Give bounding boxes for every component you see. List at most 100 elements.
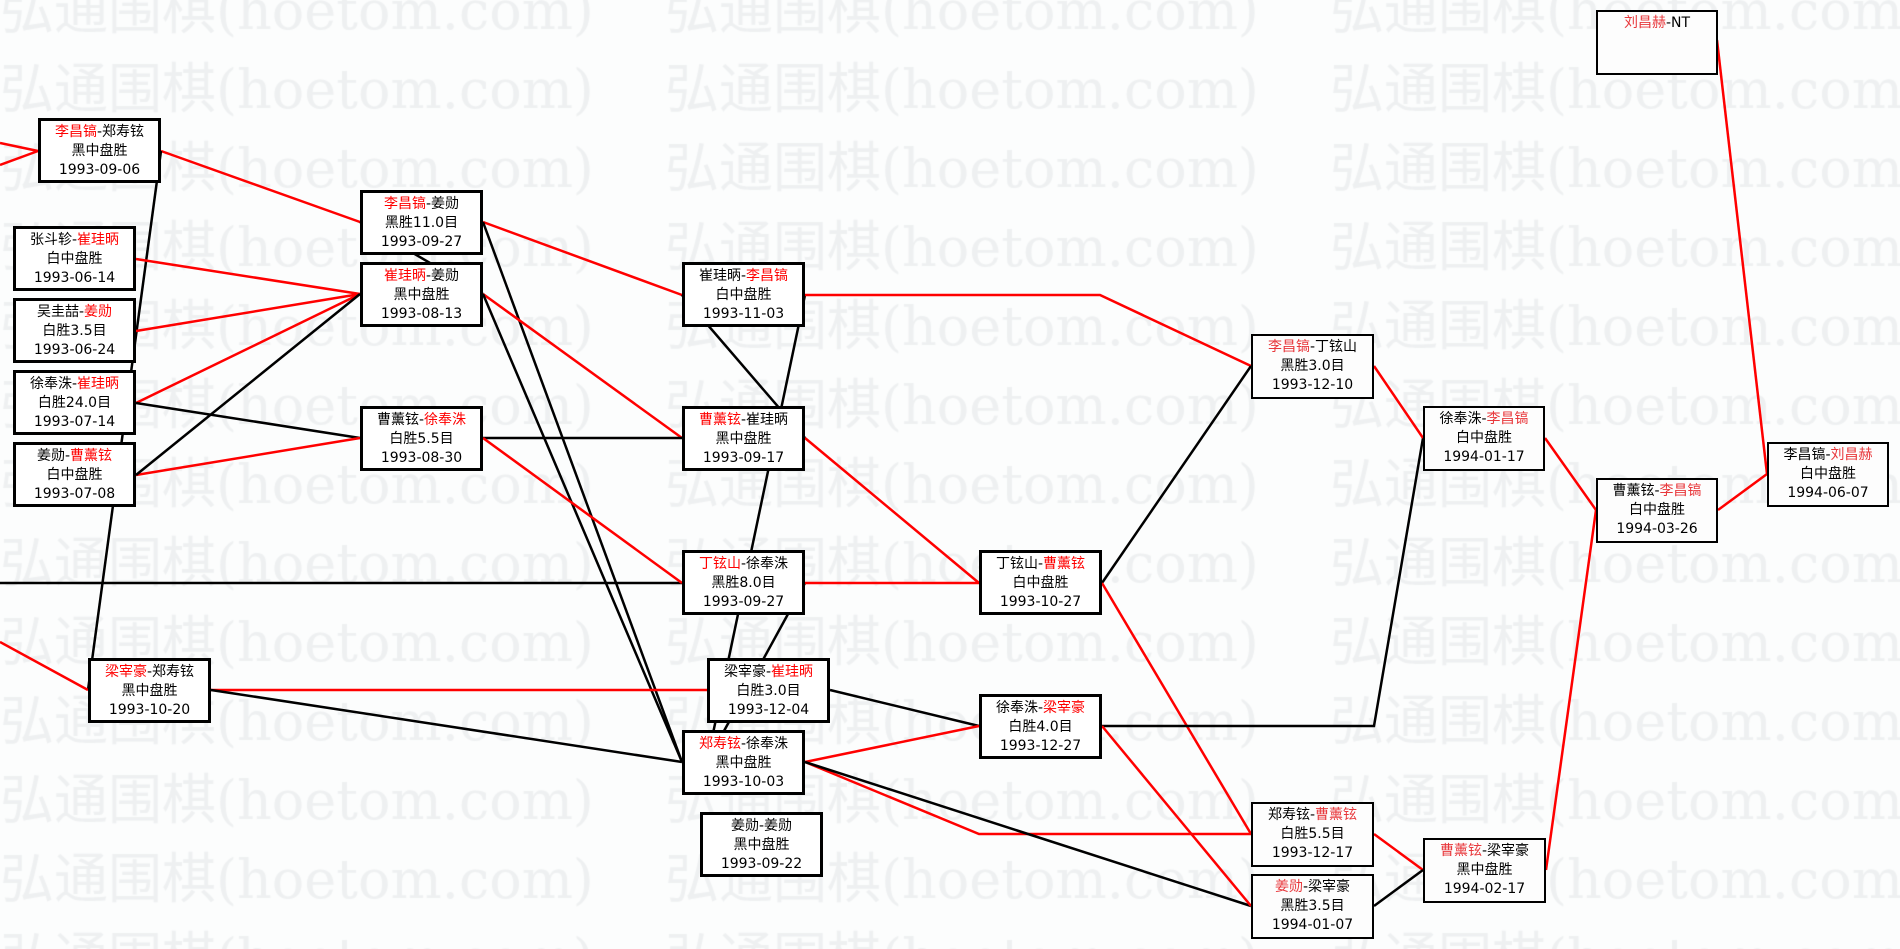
player-white: 梁宰豪 bbox=[1487, 843, 1530, 859]
winner-link bbox=[1717, 472, 1768, 512]
player-black: 梁宰豪 bbox=[723, 664, 766, 680]
game-box[interactable]: 崔珪昞-姜勋 黑中盘胜 1993-08-13 bbox=[360, 262, 483, 327]
game-box[interactable]: 吴圭喆-姜勋 白胜3.5目 1993-06-24 bbox=[13, 298, 136, 363]
players-line: 李昌镐-刘昌赫 bbox=[1769, 446, 1887, 465]
winner-link bbox=[1544, 509, 1598, 871]
game-box[interactable]: 姜勋-梁宰豪 黑胜3.5目 1994-01-07 bbox=[1251, 874, 1374, 939]
game-box[interactable]: 李昌镐-丁铉山 黑胜3.0目 1993-12-10 bbox=[1251, 334, 1374, 399]
winner-link bbox=[135, 257, 361, 296]
game-box[interactable]: 梁宰豪-崔珪昞 白胜3.0目 1993-12-04 bbox=[707, 658, 830, 723]
winner-link bbox=[1715, 39, 1769, 475]
game-box[interactable]: 李昌镐-姜勋 黑胜11.0目 1993-09-27 bbox=[360, 190, 483, 255]
separator: - bbox=[740, 268, 747, 284]
player-black: 梁宰豪 bbox=[104, 664, 147, 680]
winner-link bbox=[804, 760, 1251, 836]
game-box[interactable]: 曹薰铉-梁宰豪 黑中盘胜 1994-02-17 bbox=[1423, 838, 1546, 903]
game-box[interactable]: 曹薰铉-徐奉洙 白胜5.5目 1993-08-30 bbox=[360, 406, 483, 471]
game-box[interactable]: 丁铉山-徐奉洙 黑胜8.0目 1993-09-27 bbox=[682, 550, 805, 615]
players-line: 刘昌赫-NT bbox=[1598, 14, 1716, 33]
player-white: 曹薰铉 bbox=[70, 448, 113, 464]
separator: - bbox=[740, 736, 747, 752]
players-line: 曹薰铉-梁宰豪 bbox=[1425, 842, 1544, 861]
game-box[interactable]: 徐奉洙-崔珪昞 白胜24.0目 1993-07-14 bbox=[13, 370, 136, 435]
separator: - bbox=[765, 664, 772, 680]
winner-link bbox=[804, 724, 980, 764]
player-black: 李昌镐 bbox=[1267, 339, 1310, 355]
game-result: 白胜3.5目 bbox=[42, 323, 107, 339]
player-black: 李昌镐 bbox=[383, 196, 426, 212]
winner-link bbox=[0, 141, 39, 153]
game-date: 1993-11-03 bbox=[702, 306, 785, 322]
game-date: 1994-01-17 bbox=[1443, 449, 1525, 465]
game-box[interactable]: 姜勋-曹薰铉 白中盘胜 1993-07-08 bbox=[13, 442, 136, 507]
players-line: 崔珪昞-李昌镐 bbox=[685, 267, 802, 286]
game-result: 白中盘胜 bbox=[46, 467, 103, 483]
winner-link bbox=[135, 436, 361, 477]
winner-link bbox=[482, 292, 683, 440]
player-white: 徐奉洙 bbox=[424, 412, 467, 428]
game-date: 1993-06-24 bbox=[33, 342, 116, 358]
game-result: 黑中盘胜 bbox=[715, 431, 772, 447]
winner-link bbox=[482, 436, 683, 585]
winner-link bbox=[0, 149, 39, 167]
game-box[interactable]: 丁铉山-曹薰铉 白中盘胜 1993-10-27 bbox=[979, 550, 1102, 615]
separator: - bbox=[146, 664, 153, 680]
loser-link bbox=[804, 760, 1252, 908]
loser-link bbox=[829, 688, 980, 728]
separator: - bbox=[1481, 411, 1487, 427]
game-date: 1994-03-26 bbox=[1616, 521, 1698, 537]
game-result: 白胜3.0目 bbox=[736, 683, 801, 699]
player-black: 曹薰铉 bbox=[376, 412, 419, 428]
players-line: 曹薰铉-徐奉洙 bbox=[363, 411, 480, 430]
player-black: 郑寿铉 bbox=[698, 736, 741, 752]
separator: - bbox=[78, 304, 85, 320]
game-result: 白胜5.5目 bbox=[1280, 826, 1345, 842]
winner-link bbox=[1372, 365, 1425, 439]
game-box[interactable]: 郑寿铉-曹薰铉 白胜5.5目 1993-12-17 bbox=[1251, 802, 1374, 867]
game-box[interactable]: 姜勋-姜勋 黑中盘胜 1993-09-22 bbox=[700, 812, 823, 877]
game-box[interactable]: 曹薰铉-李昌镐 白中盘胜 1994-03-26 bbox=[1596, 478, 1718, 543]
game-box[interactable]: 梁宰豪-郑寿铉 黑中盘胜 1993-10-20 bbox=[88, 658, 211, 723]
game-box[interactable]: 徐奉洙-李昌镐 白中盘胜 1994-01-17 bbox=[1423, 406, 1545, 471]
game-date: 1994-01-07 bbox=[1271, 917, 1354, 933]
game-date: 1993-10-20 bbox=[108, 702, 191, 718]
separator: - bbox=[740, 556, 747, 572]
player-white: 崔珪昞 bbox=[771, 664, 814, 680]
player-black: 郑寿铉 bbox=[1267, 807, 1310, 823]
player-black: 李昌镐 bbox=[54, 124, 97, 140]
game-box[interactable]: 郑寿铉-徐奉洙 黑中盘胜 1993-10-03 bbox=[682, 730, 805, 795]
winner-link bbox=[0, 640, 89, 692]
player-black: 张斗轸 bbox=[29, 232, 72, 248]
game-box[interactable]: 李昌镐-郑寿铉 黑中盘胜 1993-09-06 bbox=[38, 118, 161, 183]
player-white: 刘昌赫 bbox=[1830, 447, 1873, 463]
game-result: 黑中盘胜 bbox=[733, 837, 790, 853]
game-box[interactable]: 崔珪昞-李昌镐 白中盘胜 1993-11-03 bbox=[682, 262, 805, 327]
game-date: 1993-08-30 bbox=[380, 450, 463, 466]
player-white: 曹薰铉 bbox=[1315, 807, 1358, 823]
player-black: 丁铉山 bbox=[995, 556, 1038, 572]
separator: - bbox=[71, 376, 78, 392]
players-line: 郑寿铉-徐奉洙 bbox=[685, 735, 802, 754]
winner-link bbox=[1373, 832, 1424, 872]
game-result: 白中盘胜 bbox=[1012, 575, 1069, 591]
game-result: 白中盘胜 bbox=[1629, 502, 1685, 518]
game-box[interactable]: 曹薰铉-崔珪昞 黑中盘胜 1993-09-17 bbox=[682, 406, 805, 471]
separator: - bbox=[1309, 807, 1316, 823]
winner-link bbox=[1100, 582, 1253, 835]
loser-link bbox=[1373, 868, 1424, 908]
game-box[interactable]: 张斗轸-崔珪昞 白中盘胜 1993-06-14 bbox=[13, 226, 136, 291]
game-result: 黑胜3.0目 bbox=[1280, 358, 1345, 374]
separator: - bbox=[740, 412, 747, 428]
player-black: 崔珪昞 bbox=[383, 268, 426, 284]
loser-link bbox=[135, 293, 361, 476]
separator: - bbox=[71, 232, 78, 248]
separator: - bbox=[1654, 483, 1660, 499]
game-box[interactable]: 徐奉洙-梁宰豪 白胜4.0目 1993-12-27 bbox=[979, 694, 1102, 759]
game-box[interactable]: 李昌镐-刘昌赫 白中盘胜 1994-06-07 bbox=[1767, 442, 1889, 507]
separator: - bbox=[425, 268, 432, 284]
player-black: 姜勋 bbox=[1274, 879, 1303, 895]
player-black: 丁铉山 bbox=[698, 556, 741, 572]
player-white: 李昌镐 bbox=[746, 268, 789, 284]
game-box[interactable]: 刘昌赫-NT bbox=[1596, 10, 1718, 75]
